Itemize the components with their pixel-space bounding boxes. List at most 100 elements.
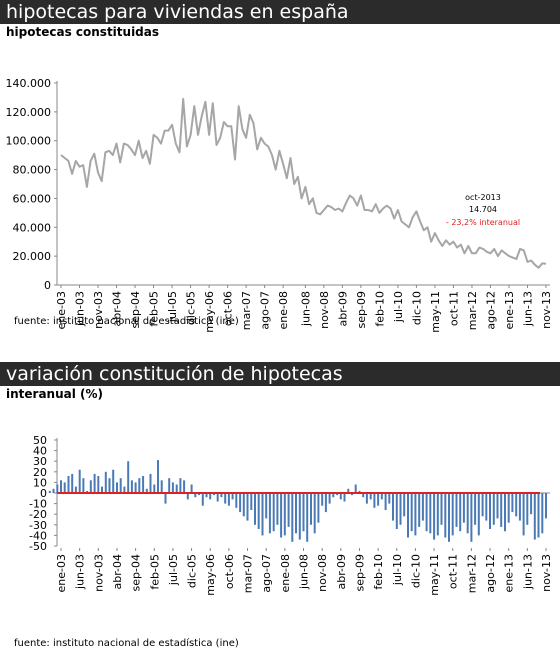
variation-bar <box>48 490 51 493</box>
variation-bar <box>545 493 547 519</box>
variation-bar <box>153 484 156 493</box>
variation-bar <box>354 484 357 493</box>
variation-bar <box>78 469 81 493</box>
x-tick-label: ago-12 <box>484 291 497 330</box>
variation-bar <box>201 493 204 506</box>
x-tick-label: nov-13 <box>540 291 553 329</box>
variation-bar <box>242 493 245 517</box>
x-tick-label: jun-08 <box>298 554 311 590</box>
variation-bar <box>444 493 447 538</box>
variation-bar <box>52 488 55 493</box>
variation-bar <box>149 473 152 493</box>
x-tick-label: jul-05 <box>166 291 179 323</box>
x-tick-label: dic-10 <box>409 554 422 588</box>
variation-bar <box>213 493 215 496</box>
y-tick-label: -10 <box>29 498 47 511</box>
variation-bar <box>101 486 103 493</box>
variation-bar <box>533 493 536 540</box>
variation-bar <box>489 493 491 529</box>
variation-bar <box>500 493 503 527</box>
variation-bar <box>462 493 465 523</box>
variation-bar <box>145 488 148 493</box>
variation-bar <box>56 484 59 493</box>
variation-bar <box>227 493 230 506</box>
variation-bar <box>485 493 488 521</box>
mortgages-line-chart: 0 20.000 40.000 60.000 80.000 100.000 120.000 1… <box>6 77 554 332</box>
variation-bar <box>526 493 529 525</box>
variation-bar <box>343 493 346 502</box>
x-tick-label: jul-10 <box>391 554 404 586</box>
variation-bar <box>130 480 133 493</box>
variation-bar <box>332 493 335 498</box>
x-tick-label: jul-10 <box>392 291 405 323</box>
x-tick-label: jun-13 <box>521 554 534 590</box>
variation-bar <box>470 493 473 542</box>
variation-bar <box>298 493 301 540</box>
variation-bar <box>433 493 436 540</box>
x-tick-label: jul-05 <box>167 554 180 586</box>
x-tick-label: sep-04 <box>129 291 142 328</box>
variation-bar <box>459 493 462 532</box>
variation-bar <box>283 493 286 536</box>
x-tick-label: jun-13 <box>521 291 534 327</box>
variation-bar <box>511 493 514 513</box>
x-tick-label: ene-08 <box>277 291 290 329</box>
variation-bar <box>365 493 368 504</box>
variation-bar <box>108 478 111 493</box>
variation-bar <box>451 493 454 536</box>
variation-bar <box>440 493 443 525</box>
variation-bar <box>507 493 510 523</box>
y-tick-label: 40.000 <box>13 221 52 234</box>
variation-bar <box>537 493 540 538</box>
x-tick-label: nov-13 <box>540 554 553 592</box>
variation-bar <box>477 493 480 536</box>
variation-bar <box>436 493 439 536</box>
x-tick-label: jun-03 <box>74 291 87 327</box>
variation-bar <box>164 493 167 504</box>
variation-bar <box>224 493 227 504</box>
x-tick-label: nov-08 <box>318 291 331 329</box>
mortgages-panel: hipotecas para viviendas en españa hipot… <box>0 0 560 332</box>
y-tick-label: 120.000 <box>6 106 52 119</box>
variation-bar <box>377 493 380 506</box>
variation-bar <box>351 493 353 496</box>
x-tick-label: may-11 <box>428 554 441 596</box>
x-tick-label: feb-10 <box>372 554 385 590</box>
y-tick-label: 140.000 <box>6 77 52 90</box>
variation-bar <box>392 493 394 521</box>
variation-bar <box>268 493 271 534</box>
y-tick-label: -20 <box>29 508 47 521</box>
variation-bar <box>358 490 361 493</box>
variation-bar <box>324 493 327 513</box>
x-tick-label: may-06 <box>203 291 216 332</box>
x-tick-label: oct-06 <box>223 554 236 589</box>
x-tick-label: mar-12 <box>465 554 478 593</box>
variation-bar <box>339 493 342 500</box>
x-tick-label: sep-09 <box>355 291 368 328</box>
variation-bar <box>429 493 432 534</box>
x-tick-label: feb-10 <box>373 291 386 327</box>
annotation-value: 14.704 <box>469 205 497 214</box>
variation-bar <box>418 493 421 527</box>
variation-bar <box>89 480 92 493</box>
variation-bar <box>246 493 249 521</box>
variation-bar <box>313 493 316 534</box>
variation-bar <box>67 476 70 493</box>
y-tick-label: -40 <box>29 529 47 542</box>
variation-bar <box>186 493 189 500</box>
annotation-change: - 23,2% interanual <box>446 218 520 227</box>
x-tick-label: ene-03 <box>55 291 68 329</box>
x-tick-label: nov-03 <box>92 554 105 592</box>
variation-bar <box>336 493 339 496</box>
variation-bar <box>395 493 398 529</box>
variation-bar <box>496 493 499 519</box>
x-tick-label: feb-05 <box>148 554 161 590</box>
variation-bar <box>119 478 122 493</box>
variation-bar <box>306 493 309 542</box>
variation-bar <box>168 478 171 493</box>
variation-bar <box>250 493 253 510</box>
y-tick-label: 10 <box>33 476 47 489</box>
variation-bar <box>272 493 275 532</box>
x-tick-label: jun-08 <box>299 291 312 327</box>
